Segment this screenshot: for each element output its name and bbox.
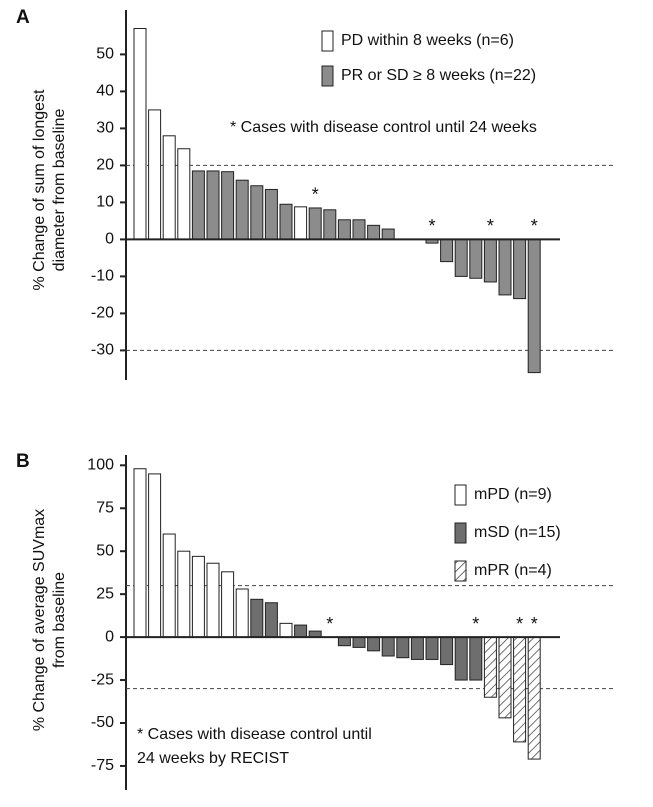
bar <box>162 135 176 240</box>
annotation: * Cases with disease control until 24 we… <box>230 119 537 136</box>
bar <box>469 636 483 681</box>
bar <box>250 185 264 240</box>
bar <box>440 636 454 666</box>
bar <box>148 109 162 240</box>
y-tick-label: -50 <box>91 714 114 731</box>
legend-label: PR or SD ≥ 8 weeks (n=22) <box>341 67 536 84</box>
bar <box>264 188 278 240</box>
bar <box>337 636 351 647</box>
y-tick-label: 50 <box>96 46 114 63</box>
bar <box>527 636 541 760</box>
legend-swatch <box>454 560 467 582</box>
y-tick-label: 25 <box>96 585 114 602</box>
panel-label: A <box>16 7 30 28</box>
legend-swatch <box>321 30 334 52</box>
legend-label: PD within 8 weeks (n=6) <box>341 32 514 49</box>
bar <box>454 636 468 681</box>
panel-label: B <box>16 451 30 472</box>
bar <box>279 622 293 638</box>
y-tick-label: 20 <box>96 157 114 174</box>
y-tick-label: 30 <box>96 120 114 137</box>
bar <box>425 636 439 660</box>
bar-marker: * <box>312 185 319 205</box>
legend-swatch <box>454 522 467 544</box>
legend-label: mPD (n=9) <box>474 486 552 503</box>
bar <box>513 636 527 743</box>
y-tick-label: 40 <box>96 83 114 100</box>
y-axis-title: from baseline <box>51 572 68 668</box>
y-tick-label: -20 <box>91 305 114 322</box>
bar <box>454 238 468 277</box>
y-tick-label: 100 <box>87 457 114 474</box>
bar <box>279 203 293 240</box>
bar <box>527 238 541 374</box>
y-tick-label: 50 <box>96 542 114 559</box>
bar <box>308 207 322 240</box>
bar <box>250 598 264 638</box>
bar <box>410 636 424 660</box>
legend-label: mSD (n=15) <box>474 524 561 541</box>
bar-marker: * <box>531 614 538 634</box>
bar <box>235 179 249 240</box>
bar <box>206 170 220 240</box>
bar <box>191 170 205 240</box>
bar <box>177 550 191 638</box>
bar <box>396 636 410 659</box>
bar <box>162 533 176 638</box>
bar <box>264 602 278 638</box>
bar <box>191 555 205 638</box>
bar <box>133 28 147 240</box>
bar <box>294 624 308 638</box>
y-tick-label: -30 <box>91 342 114 359</box>
y-tick-label: 10 <box>96 194 114 211</box>
bar <box>148 473 162 638</box>
bar <box>498 238 512 296</box>
bar <box>483 238 497 283</box>
bar <box>440 238 454 263</box>
bar-marker: * <box>531 216 538 236</box>
annotation: 24 weeks by RECIST <box>137 750 289 767</box>
y-tick-label: -10 <box>91 268 114 285</box>
bar-marker: * <box>487 216 494 236</box>
bar <box>221 571 235 638</box>
y-axis-title: % Change of average SUVmax <box>31 509 48 731</box>
bar <box>367 636 381 652</box>
annotation: * Cases with disease control until <box>137 726 372 743</box>
y-tick-label: 75 <box>96 499 114 516</box>
bar <box>337 219 351 240</box>
bar <box>352 219 366 240</box>
bar-marker: * <box>516 614 523 634</box>
bar <box>498 636 512 719</box>
bar <box>133 468 147 638</box>
bar <box>513 238 527 300</box>
y-axis-title: % Change of sum of longest <box>31 89 48 291</box>
y-tick-label: -75 <box>91 757 114 774</box>
bar-marker: * <box>428 216 435 236</box>
y-tick-label: 0 <box>105 628 114 645</box>
bar <box>483 636 497 698</box>
bar-marker: * <box>472 614 479 634</box>
bar <box>294 206 308 240</box>
bar <box>206 562 220 638</box>
bar <box>235 588 249 638</box>
bar-marker: * <box>326 614 333 634</box>
bar <box>323 209 337 240</box>
legend-swatch <box>454 484 467 506</box>
y-axis-title: diameter from baseline <box>51 109 68 272</box>
y-tick-label: -25 <box>91 671 114 688</box>
bar <box>381 228 395 240</box>
y-tick-label: 0 <box>105 231 114 248</box>
legend-swatch <box>321 65 334 87</box>
bar <box>177 148 191 240</box>
bar <box>221 171 235 240</box>
bar <box>469 238 483 279</box>
bar <box>381 636 395 657</box>
legend-label: mPR (n=4) <box>474 562 552 579</box>
bar <box>352 636 366 648</box>
bar <box>367 224 381 240</box>
